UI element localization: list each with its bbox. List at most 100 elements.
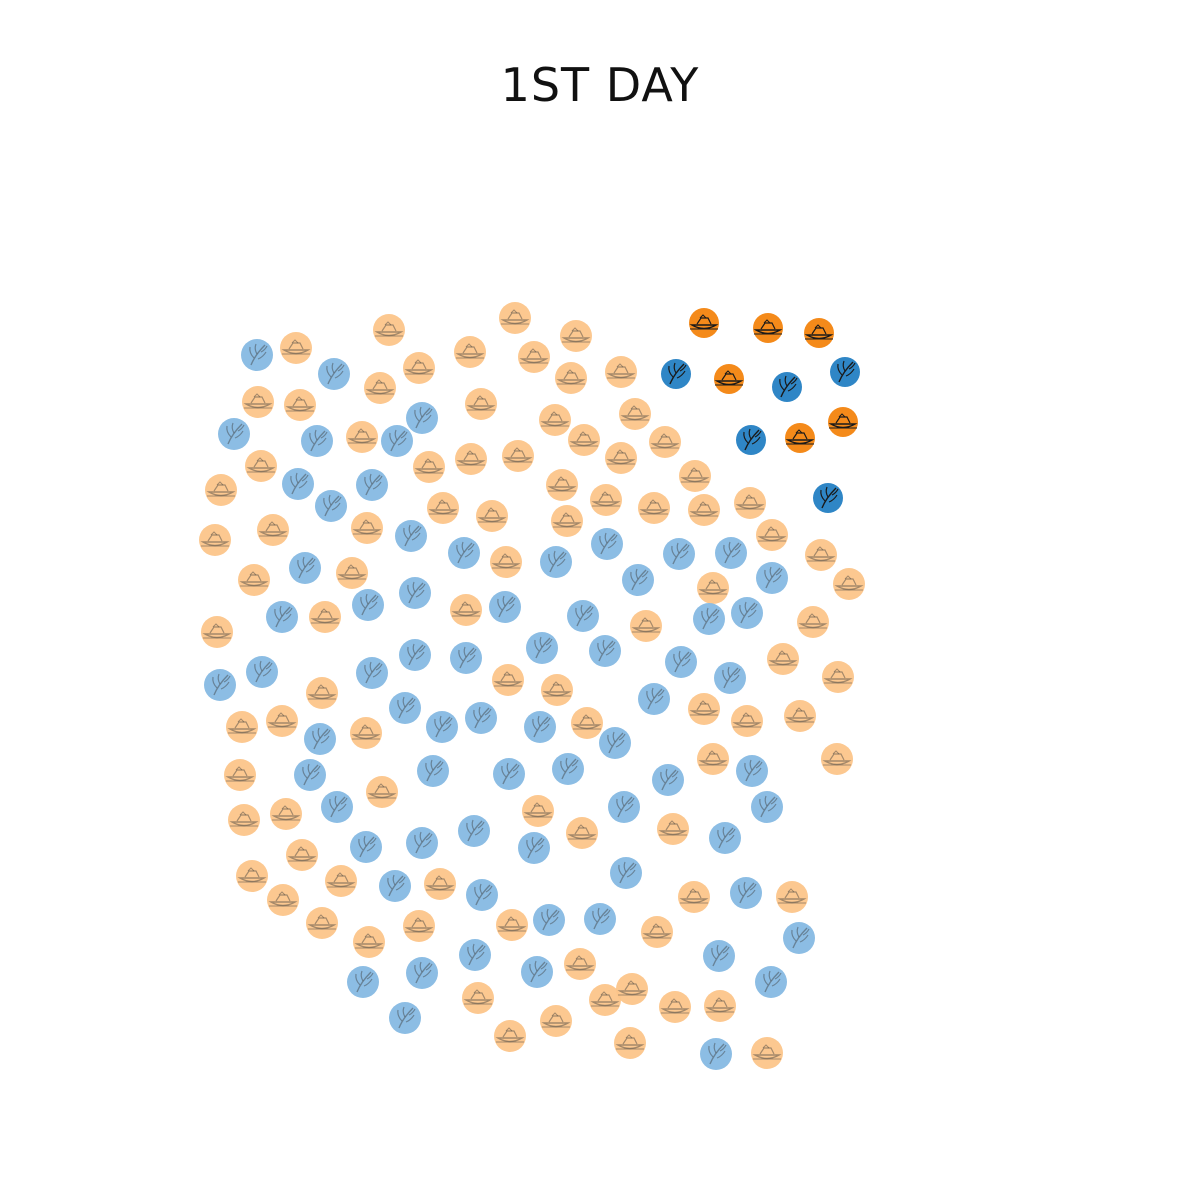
- boat-point-faded: [697, 743, 729, 775]
- boat-point-faded: [688, 693, 720, 725]
- wheat-point-faded: [352, 589, 384, 621]
- boat-point-highlighted: [689, 308, 719, 338]
- wheat-point-faded: [450, 642, 482, 674]
- boat-point-faded: [731, 705, 763, 737]
- boat-point-faded: [286, 839, 318, 871]
- boat-point-faded: [346, 421, 378, 453]
- boat-point-faded: [614, 1027, 646, 1059]
- wheat-point-faded: [703, 940, 735, 972]
- wheat-point-faded: [663, 538, 695, 570]
- boat-point-faded: [476, 500, 508, 532]
- wheat-point-faded: [426, 711, 458, 743]
- wheat-point-faded: [693, 603, 725, 635]
- boat-point-faded: [641, 916, 673, 948]
- wheat-point-faded: [552, 753, 584, 785]
- boat-point-faded: [351, 512, 383, 544]
- boat-point-faded: [784, 700, 816, 732]
- boat-point-faded: [266, 705, 298, 737]
- boat-point-faded: [589, 984, 621, 1016]
- wheat-point-faded: [714, 662, 746, 694]
- boat-point-faded: [306, 907, 338, 939]
- wheat-point-faded: [282, 468, 314, 500]
- wheat-point-faded: [318, 358, 350, 390]
- boat-point-faded: [649, 426, 681, 458]
- boat-point-faded: [657, 813, 689, 845]
- wheat-point-faded: [301, 425, 333, 457]
- boat-point-faded: [605, 356, 637, 388]
- boat-point-faded: [353, 926, 385, 958]
- boat-point-faded: [679, 460, 711, 492]
- wheat-point-faded: [389, 692, 421, 724]
- wheat-point-faded: [395, 520, 427, 552]
- wheat-point-faded: [218, 418, 250, 450]
- wheat-point-faded: [591, 528, 623, 560]
- wheat-point-faded: [521, 956, 553, 988]
- boat-point-faded: [270, 798, 302, 830]
- wheat-point-faded: [294, 759, 326, 791]
- boat-point-faded: [366, 776, 398, 808]
- boat-point-faded: [821, 743, 853, 775]
- wheat-point-faded: [599, 727, 631, 759]
- wheat-point-highlighted: [830, 357, 860, 387]
- boat-point-faded: [245, 450, 277, 482]
- wheat-point-faded: [540, 546, 572, 578]
- boat-point-highlighted: [753, 313, 783, 343]
- boat-point-faded: [462, 982, 494, 1014]
- boat-point-faded: [756, 519, 788, 551]
- wheat-point-faded: [406, 957, 438, 989]
- boat-point-faded: [546, 469, 578, 501]
- wheat-point-faded: [241, 339, 273, 371]
- wheat-point-faded: [622, 564, 654, 596]
- boat-point-faded: [373, 314, 405, 346]
- boat-point-faded: [228, 804, 260, 836]
- wheat-point-faded: [465, 702, 497, 734]
- boat-point-faded: [364, 372, 396, 404]
- boat-point-faded: [242, 386, 274, 418]
- boat-point-faded: [564, 948, 596, 980]
- wheat-point-faded: [755, 966, 787, 998]
- wheat-point-faded: [610, 857, 642, 889]
- wheat-point-faded: [315, 490, 347, 522]
- wheat-point-faded: [266, 601, 298, 633]
- wheat-point-faded: [459, 939, 491, 971]
- wheat-point-faded: [458, 815, 490, 847]
- boat-point-faded: [280, 332, 312, 364]
- boat-point-highlighted: [785, 423, 815, 453]
- boat-point-faded: [403, 910, 435, 942]
- boat-point-highlighted: [714, 364, 744, 394]
- wheat-point-highlighted: [736, 425, 766, 455]
- boat-point-faded: [284, 389, 316, 421]
- wheat-point-faded: [489, 591, 521, 623]
- wheat-point-faded: [638, 683, 670, 715]
- wheat-point-faded: [448, 537, 480, 569]
- wheat-point-highlighted: [813, 483, 843, 513]
- boat-point-faded: [403, 352, 435, 384]
- boat-point-faded: [238, 564, 270, 596]
- boat-point-faded: [496, 909, 528, 941]
- boat-point-faded: [833, 568, 865, 600]
- boat-point-faded: [638, 492, 670, 524]
- boat-point-faded: [325, 865, 357, 897]
- wheat-point-faded: [406, 827, 438, 859]
- wheat-point-faded: [389, 1002, 421, 1034]
- wheat-point-faded: [665, 646, 697, 678]
- boat-point-faded: [309, 601, 341, 633]
- wheat-point-faded: [751, 791, 783, 823]
- page-title: 1ST DAY: [500, 58, 700, 112]
- boat-point-faded: [590, 484, 622, 516]
- wheat-point-faded: [584, 903, 616, 935]
- boat-point-faded: [751, 1037, 783, 1069]
- boat-point-faded: [697, 572, 729, 604]
- boat-point-faded: [776, 881, 808, 913]
- wheat-point-faded: [347, 966, 379, 998]
- wheat-point-faded: [204, 669, 236, 701]
- boat-point-faded: [257, 514, 289, 546]
- boat-point-faded: [704, 990, 736, 1022]
- wheat-point-faded: [304, 723, 336, 755]
- boat-point-faded: [350, 717, 382, 749]
- boat-point-faded: [336, 557, 368, 589]
- wheat-point-faded: [289, 552, 321, 584]
- boat-point-faded: [571, 707, 603, 739]
- boat-point-faded: [566, 817, 598, 849]
